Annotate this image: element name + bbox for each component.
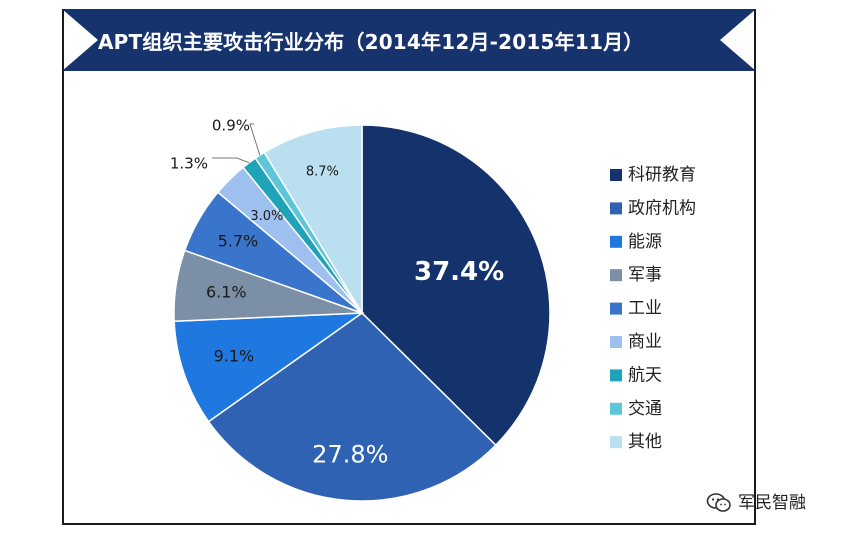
watermark: 军民智融 xyxy=(706,490,806,516)
slice-label-8: 0.9% xyxy=(212,117,250,135)
legend-label-6: 商业 xyxy=(628,332,662,352)
legend-label-8: 交通 xyxy=(628,399,662,419)
slice-label-1: 37.4% xyxy=(414,257,504,287)
legend-label-7: 航天 xyxy=(628,365,662,385)
legend-label-1: 科研教育 xyxy=(628,165,696,185)
pie-slice-1 xyxy=(361,124,551,447)
slice-label-7: 1.3% xyxy=(170,155,208,173)
title-banner xyxy=(62,9,756,71)
legend-swatch-3 xyxy=(610,235,622,248)
slice-label-2: 27.8% xyxy=(312,440,388,468)
legend-swatch-9 xyxy=(610,436,622,449)
leader-line-8 xyxy=(249,123,261,156)
slice-label-5: 5.7% xyxy=(218,232,259,251)
chart-title: APT组织主要攻击行业分布（2014年12月-2015年11月） xyxy=(98,30,644,54)
legend-label-5: 工业 xyxy=(628,299,662,319)
slice-label-4: 6.1% xyxy=(206,282,247,301)
pie-slice-3 xyxy=(173,312,365,423)
legend-swatch-5 xyxy=(610,302,622,315)
slice-label-6: 3.0% xyxy=(250,209,283,224)
legend-swatch-2 xyxy=(610,202,622,215)
legend-label-3: 能源 xyxy=(628,232,662,252)
watermark-text: 军民智融 xyxy=(738,493,806,513)
slice-label-9: 8.7% xyxy=(306,164,339,179)
legend-swatch-7 xyxy=(610,369,622,382)
legend-swatch-1 xyxy=(610,169,622,181)
legend-label-4: 军事 xyxy=(628,265,662,285)
slice-label-3: 9.1% xyxy=(214,346,255,365)
leader-line-7 xyxy=(212,157,250,164)
legend-swatch-4 xyxy=(610,269,622,282)
pie-slice-9 xyxy=(263,124,363,316)
legend-swatch-8 xyxy=(610,402,622,415)
pie-slice-2 xyxy=(207,312,497,502)
legend-label-2: 政府机构 xyxy=(628,198,696,218)
legend-label-9: 其他 xyxy=(628,432,662,452)
wechat-icon xyxy=(706,493,731,512)
legend-swatch-6 xyxy=(610,336,622,348)
